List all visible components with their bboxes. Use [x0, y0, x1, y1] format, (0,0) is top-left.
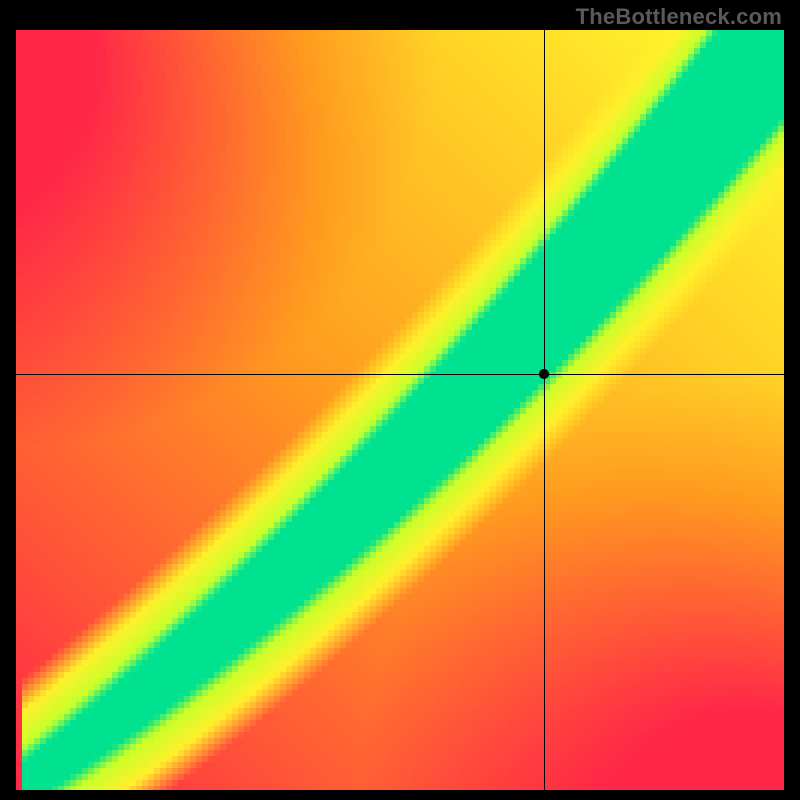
watermark-text: TheBottleneck.com	[576, 4, 782, 30]
heatmap-plot	[16, 30, 784, 790]
root: TheBottleneck.com	[0, 0, 800, 800]
heatmap-canvas	[16, 30, 784, 790]
